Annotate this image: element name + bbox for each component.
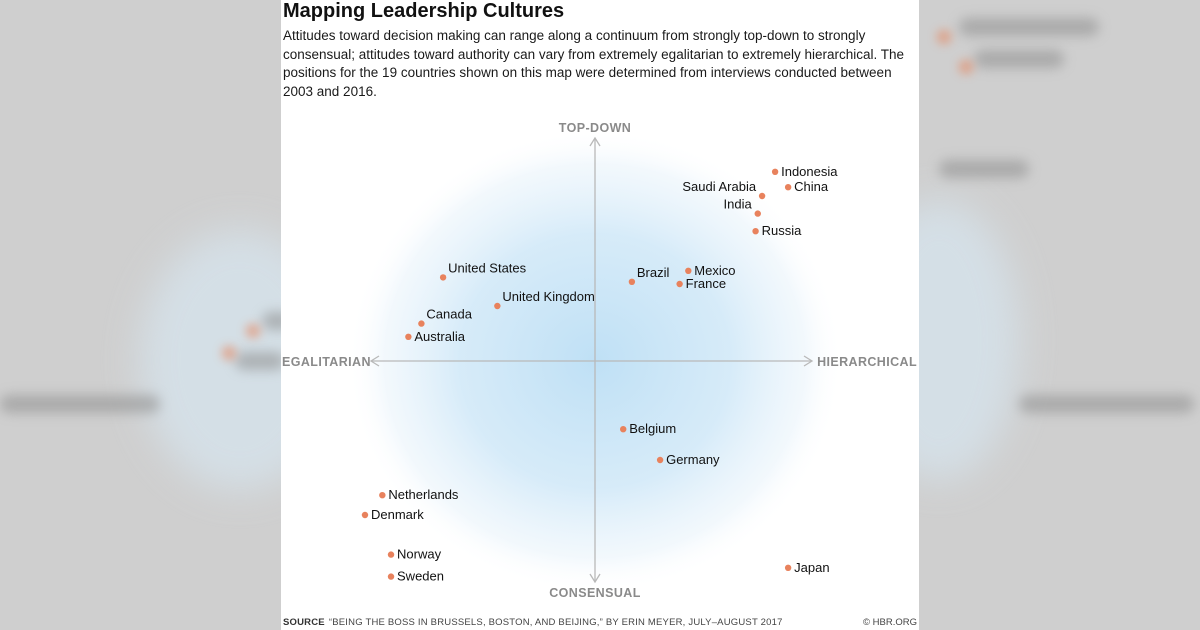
label-india: India: [724, 197, 753, 212]
blur-text: [0, 395, 160, 413]
label-denmark: Denmark: [371, 507, 424, 522]
chart-description: Attitudes toward decision making can ran…: [283, 28, 905, 99]
point-russia: [752, 228, 759, 235]
point-saudi-arabia: [758, 192, 766, 200]
blur-dot: [222, 346, 236, 360]
point-sweden: [387, 573, 395, 580]
blur-text: [1019, 395, 1194, 413]
chart-title: Mapping Leadership Cultures: [283, 0, 565, 22]
blurred-backdrop-left: [0, 0, 282, 630]
point-france: [676, 280, 683, 288]
point-united-states: [439, 274, 447, 281]
source-note: SOURCE “BEING THE BOSS IN BRUSSELS, BOSTO…: [283, 617, 783, 628]
blurred-backdrop-right: [919, 0, 1200, 630]
point-australia: [405, 333, 412, 340]
label-brazil: Brazil: [637, 265, 670, 280]
label-france: France: [686, 276, 726, 291]
label-belgium: Belgium: [629, 421, 676, 436]
label-norway: Norway: [397, 547, 442, 562]
label-russia: Russia: [762, 223, 803, 238]
blur-text: [959, 18, 1099, 36]
point-brazil: [628, 278, 636, 285]
label-indonesia: Indonesia: [781, 164, 838, 179]
blur-text: [974, 50, 1064, 68]
x-axis-arrow-right: [803, 355, 814, 367]
y-axis-arrow-top: [589, 136, 601, 147]
chart-card: Mapping Leadership Cultures Attitudes to…: [281, 0, 919, 630]
point-germany: [656, 456, 664, 464]
point-united-kingdom: [494, 302, 501, 310]
label-mexico: Mexico: [694, 263, 735, 278]
blur-dot: [959, 60, 973, 74]
axes: EGALITARIAN HIERARCHICAL TOP-DOWN CONSENSUA…: [282, 121, 917, 600]
label-japan: Japan: [794, 560, 829, 575]
label-netherlands: Netherlands: [388, 487, 459, 502]
blur-dot: [246, 324, 260, 338]
credit: © HBR.ORG: [863, 617, 917, 628]
blur-blob: [919, 200, 1019, 480]
point-netherlands: [379, 492, 386, 499]
label-united-kingdom: United Kingdom: [502, 289, 594, 304]
label-united-states: United States: [448, 260, 527, 275]
blur-text: [939, 160, 1029, 178]
x-axis-label-left: EGALITARIAN: [282, 355, 371, 369]
point-belgium: [620, 426, 627, 433]
scatter-plot: EGALITARIAN HIERARCHICAL TOP-DOWN CONSENSUA…: [282, 121, 917, 600]
label-germany: Germany: [666, 452, 720, 467]
blur-text: [262, 312, 282, 330]
y-axis-label-top: TOP-DOWN: [559, 121, 631, 135]
blur-text: [235, 352, 282, 370]
label-saudi-arabia: Saudi Arabia: [682, 179, 756, 194]
y-axis-arrow-bottom: [589, 573, 601, 584]
label-sweden: Sweden: [397, 569, 444, 584]
point-china: [784, 184, 792, 191]
source-text: “BEING THE BOSS IN BRUSSELS, BOSTON, AND…: [328, 617, 783, 628]
x-axis-arrow-left: [369, 355, 380, 367]
label-australia: Australia: [414, 329, 465, 344]
point-denmark: [361, 511, 369, 519]
point-japan: [784, 564, 792, 571]
label-canada: Canada: [426, 307, 472, 322]
blur-dot: [937, 30, 951, 44]
source-label: SOURCE: [283, 617, 325, 628]
point-mexico: [685, 267, 692, 274]
x-axis-label-right: HIERARCHICAL: [817, 355, 917, 369]
label-china: China: [794, 179, 829, 194]
point-norway: [387, 551, 395, 558]
point-canada: [418, 320, 425, 327]
point-india: [754, 210, 761, 217]
y-axis-label-bottom: CONSENSUAL: [549, 586, 641, 600]
point-indonesia: [771, 168, 779, 175]
